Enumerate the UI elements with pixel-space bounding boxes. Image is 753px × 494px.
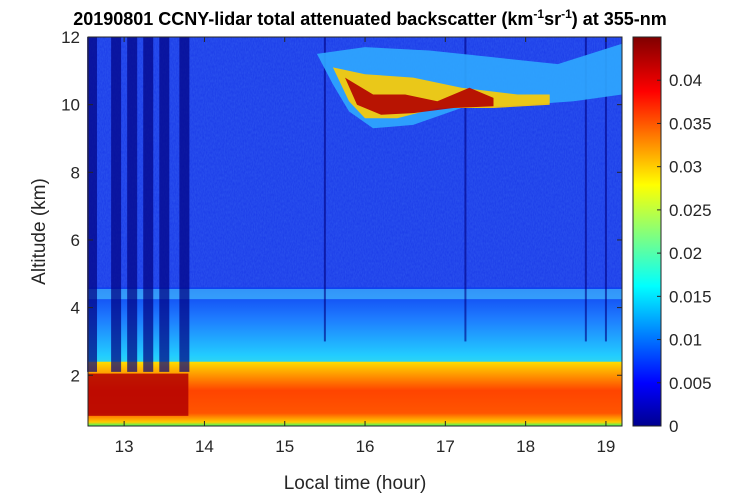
y-tick-label: 8 xyxy=(71,163,80,182)
dark-column xyxy=(111,37,122,372)
dark-column xyxy=(584,37,587,342)
dark-columns xyxy=(87,37,607,372)
y-axis-label: Altitude (km) xyxy=(29,178,50,285)
colorbar-tick-label: 0.005 xyxy=(669,374,712,393)
title-suffix: ) at 355-nm xyxy=(572,9,667,29)
colorbar-tick-label: 0.015 xyxy=(669,287,712,306)
dark-column xyxy=(87,37,98,372)
x-tick-label: 17 xyxy=(436,437,455,456)
chart-title: 20190801 CCNY-lidar total attenuated bac… xyxy=(73,7,667,29)
x-tick-label: 14 xyxy=(195,437,214,456)
colorbar-tick-label: 0.02 xyxy=(669,244,702,263)
x-tick-label: 16 xyxy=(356,437,375,456)
colorbar-ticks: 0 0.005 0.01 0.015 0.02 0.025 0.03 0.035 0.04 xyxy=(657,71,712,436)
title-mid: sr xyxy=(544,9,561,29)
dark-column xyxy=(127,37,138,372)
x-axis: 13 14 15 16 17 18 19 xyxy=(115,37,615,456)
y-tick-label: 4 xyxy=(71,299,80,318)
x-tick-label: 15 xyxy=(275,437,294,456)
dark-column xyxy=(159,37,170,372)
dark-column xyxy=(323,37,326,342)
dark-column xyxy=(604,37,607,342)
dark-column xyxy=(464,37,467,342)
colorbar-tick-label: 0.03 xyxy=(669,158,702,177)
dark-column xyxy=(143,37,154,372)
heatmap-plot-area xyxy=(87,37,622,426)
y-tick-label: 12 xyxy=(61,28,80,47)
y-tick-label: 10 xyxy=(61,96,80,115)
boundary-layer-early xyxy=(88,373,189,416)
title-sup2: -1 xyxy=(561,7,572,21)
title-prefix: 20190801 CCNY-lidar total attenuated bac… xyxy=(73,9,533,29)
cirrus-cloud-core xyxy=(345,77,494,115)
x-tick-label: 19 xyxy=(596,437,615,456)
colorbar-tick-label: 0.04 xyxy=(669,71,702,90)
y-tick-label: 6 xyxy=(71,231,80,250)
y-axis: 2 4 6 8 10 12 xyxy=(61,28,622,385)
x-tick-label: 13 xyxy=(115,437,134,456)
dark-column xyxy=(179,37,190,372)
colorbar-tick-label: 0 xyxy=(669,417,678,436)
x-axis-label: Local time (hour) xyxy=(284,473,427,494)
title-sup1: -1 xyxy=(533,7,544,21)
colorbar-tick-label: 0.025 xyxy=(669,201,712,220)
residual-layer-top xyxy=(88,289,622,300)
plot-frame xyxy=(87,36,623,427)
colorbar-tick-label: 0.035 xyxy=(669,114,712,133)
y-tick-label: 2 xyxy=(71,366,80,385)
x-tick-label: 18 xyxy=(516,437,535,456)
colorbar xyxy=(632,36,662,427)
colorbar-tick-label: 0.01 xyxy=(669,331,702,350)
